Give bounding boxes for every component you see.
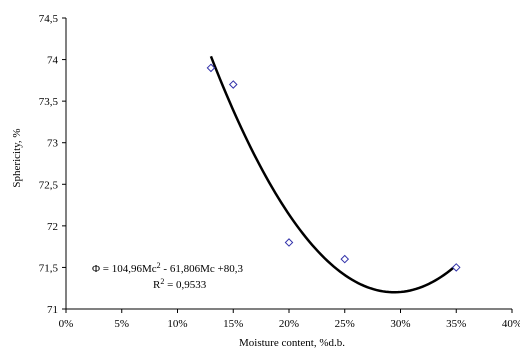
x-tick-label: 25% — [335, 318, 355, 330]
data-point — [206, 63, 216, 73]
y-tick-label: 74 — [47, 55, 59, 67]
r2-sup: 2 — [160, 277, 164, 286]
x-tick-label: 10% — [167, 318, 187, 330]
x-tick-label: 5% — [114, 318, 129, 330]
data-point — [451, 263, 461, 272]
equation-sup: 2 — [157, 261, 161, 270]
equation-prefix: Φ = 104,96Mc — [92, 263, 157, 275]
x-tick-label: 40% — [502, 318, 520, 330]
x-axis-ticks: 0% 5% 10% 15% 20% 25% 30% 35% 40% — [59, 309, 520, 330]
x-tick-label: 15% — [223, 318, 243, 330]
r-squared: R2 = 0,9533 — [153, 277, 207, 292]
y-axis-ticks: 71 71,5 72 72,5 73 73,5 74 74,5 — [39, 13, 66, 316]
trend-equation: Φ = 104,96Mc2 - 61,806Mc +80,3 — [92, 261, 243, 276]
equation-suffix: - 61,806Mc +80,3 — [161, 263, 244, 275]
data-point — [340, 254, 350, 264]
y-tick-label: 73,5 — [39, 96, 59, 108]
data-points — [206, 63, 461, 272]
r2-suffix: = 0,9533 — [164, 279, 206, 291]
x-axis-title: Moisture content, %d.b. — [239, 337, 345, 349]
x-tick-label: 35% — [446, 318, 466, 330]
y-tick-label: 73 — [47, 138, 59, 150]
data-point — [284, 238, 294, 247]
r2-prefix: R — [153, 279, 161, 291]
y-tick-label: 72,5 — [39, 179, 59, 191]
x-tick-label: 0% — [59, 318, 74, 330]
y-tick-label: 71 — [47, 304, 58, 316]
data-point — [228, 80, 238, 89]
x-tick-label: 30% — [390, 318, 410, 330]
y-tick-label: 71,5 — [39, 262, 59, 274]
y-tick-label: 74,5 — [39, 13, 59, 25]
y-tick-label: 72 — [47, 221, 58, 233]
trendline — [209, 55, 458, 294]
y-axis-title: Sphericity, % — [11, 128, 23, 187]
x-tick-label: 20% — [279, 318, 299, 330]
